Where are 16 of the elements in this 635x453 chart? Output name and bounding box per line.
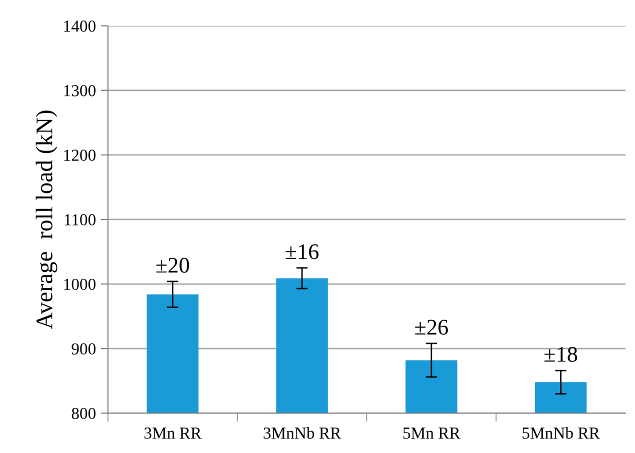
y-axis-title: Average roll load (kN) (36, 110, 58, 330)
y-tick-label: 1100 (64, 214, 96, 226)
y-tick-label: 1000 (64, 278, 96, 290)
annotation: ±18 (544, 346, 578, 362)
x-tick-label: 3Mn RR (144, 428, 202, 439)
x-tick-label: 3MnNb RR (264, 427, 342, 439)
x-tick-label: 5Mn RR (403, 428, 460, 439)
annotation: ±16 (286, 244, 319, 260)
y-tick-label: 800 (72, 408, 96, 420)
y-tick-label: 1400 (64, 20, 96, 32)
annotation: ±26 (415, 320, 448, 335)
y-tick-label: 900 (72, 343, 96, 355)
annotation: ±20 (156, 258, 189, 273)
y-tick-label: 1300 (64, 85, 96, 96)
y-tick-label: 1200 (64, 150, 96, 161)
x-tick-label: 5MnNb RR (522, 427, 600, 439)
